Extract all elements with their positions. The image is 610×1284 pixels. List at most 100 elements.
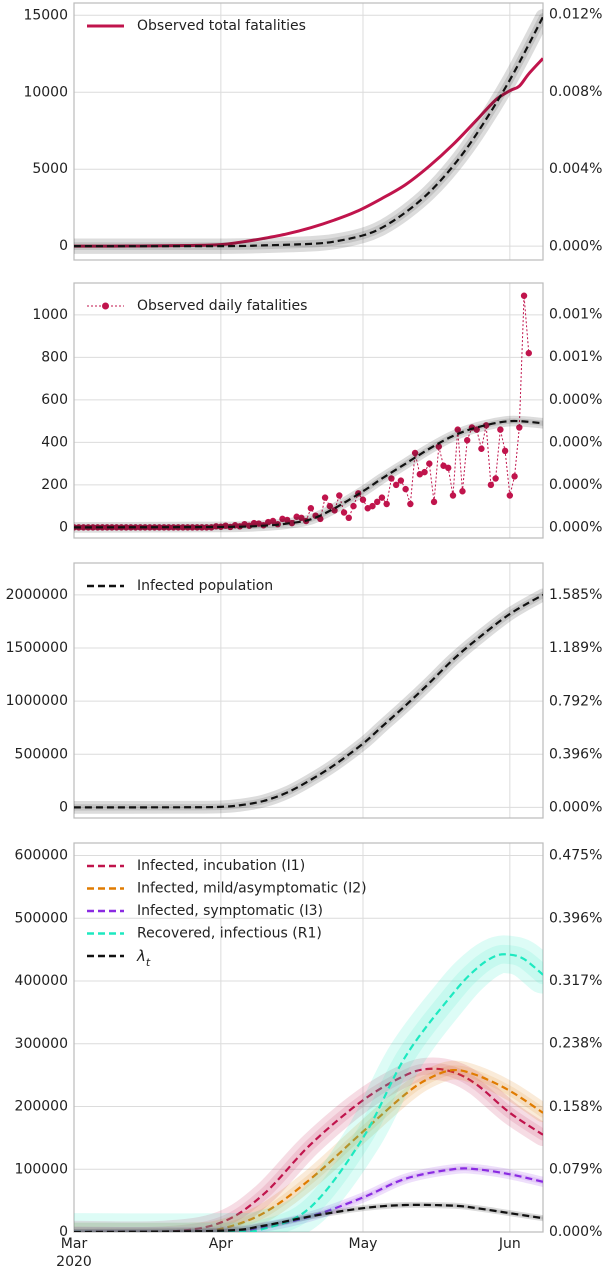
series-line-model [74,1067,543,1232]
data-point [426,460,433,467]
data-point [411,449,419,457]
right-tick-label: 0.000% [549,1224,602,1240]
data-point [80,524,87,531]
right-tick-label: 0.238% [549,1035,602,1051]
y-tick-label: 400 [41,434,68,450]
y-tick-label: 1000 [32,307,68,323]
data-point [373,498,381,506]
data-point [250,519,258,527]
right-tick-label: 0.000% [549,434,602,450]
data-point [430,498,438,506]
data-point [383,500,390,508]
y-tick-label: 100000 [15,1161,68,1177]
y-tick-label: 800 [41,349,68,365]
right-tick-label: 0.396% [549,746,602,762]
right-tick-label: 0.000% [549,392,602,408]
legend-label: Recovered, infectious (R1) [137,926,322,942]
y-tick-label: 0 [59,519,68,535]
x-tick-label: Mar [61,1236,88,1252]
right-tick-label: 0.000% [549,238,602,254]
panel-frame [73,842,544,1233]
legend-label: Infected population [137,578,273,594]
y-tick-label: 15000 [23,7,68,23]
y-tick-label: 500000 [15,746,68,762]
data-point [307,505,315,512]
panel-frame [73,282,544,539]
x-axis: Mar Apr May Jun 2020 [56,1236,521,1270]
panel-frame [73,562,544,819]
right-tick-label: 1.585% [549,587,602,603]
data-point [331,507,338,514]
right-tick-label: 0.001% [549,307,602,323]
series-line-model [74,593,543,809]
data-point [388,475,395,482]
data-point [516,424,523,431]
x-year-label: 2020 [56,1254,92,1270]
uncertainty-band-inner [74,418,543,531]
legend: Infected population [87,578,273,594]
data-point [421,468,428,476]
y-tick-label: 600 [41,392,68,408]
series-line-model [74,953,543,1232]
right-tick-label: 0.008% [549,84,602,100]
data-point [492,475,499,482]
data-point [283,516,291,524]
panel-2: 0 200 400 600 800 1000 0.000% 0.000% 0.000% 0.000… [32,282,602,539]
uncertainty-band [74,9,543,254]
data-point [449,492,457,499]
legend-label: Infected, incubation (I1) [137,858,305,874]
data-point [378,494,386,501]
y-tick-label: 0 [59,1224,68,1240]
y-tick-label: 500000 [15,910,68,926]
data-point [478,445,485,452]
y-tick-label: 200000 [15,1099,68,1115]
plot-area [74,588,543,814]
plot-area [74,292,543,533]
data-point [326,502,334,510]
data-point [520,292,528,299]
y-tick-label: 1500000 [6,640,68,656]
data-point [392,481,400,489]
right-tick-label: 0.158% [549,1099,602,1115]
data-point [156,524,163,531]
data-point [511,473,518,480]
data-point [407,500,414,508]
data-point [501,447,509,455]
legend-label: Observed total fatalities [137,18,306,34]
panel-1: 0 5000 10000 15000 0.000% 0.004% 0.008% 0.012% O… [23,2,602,261]
data-point [179,524,187,531]
data-point [525,349,532,357]
right-tick-label: 0.396% [549,910,602,926]
right-tick-label: 0.000% [549,477,602,493]
right-tick-label: 0.792% [549,693,602,709]
legend: Infected, incubation (I1) Infected, mild/… [87,858,367,969]
right-tick-label: 0.004% [549,161,602,177]
data-point [402,485,409,493]
panel-3: 0 500000 1000000 1500000 2000000 0.000% 0.396%… [6,562,602,819]
y-tick-label: 1000000 [6,693,68,709]
panel-frame [73,2,544,261]
y-tick-label: 0 [59,238,68,254]
right-tick-label: 0.000% [549,519,602,535]
data-point [269,517,277,525]
data-point [113,524,120,531]
data-point [340,509,348,516]
y-tick-label: 5000 [32,161,68,177]
legend-label: Infected, symptomatic (I3) [137,903,323,919]
y-tick-label: 200 [41,477,68,493]
y-tick-label: 10000 [23,84,68,100]
data-point [298,514,305,522]
data-point [497,426,504,433]
right-tick-label: 0.000% [549,799,602,815]
legend-label: Observed daily fatalities [137,298,307,314]
right-tick-label: 0.475% [549,848,602,864]
data-point [435,443,442,450]
x-tick-label: Apr [209,1236,233,1252]
y-tick-label: 2000000 [6,587,68,603]
data-point [288,519,296,527]
y-tick-label: 600000 [15,848,68,864]
right-tick-label: 0.012% [549,7,602,23]
series-line-model [74,1203,543,1232]
series-line-model [74,419,543,529]
data-point [350,502,357,510]
